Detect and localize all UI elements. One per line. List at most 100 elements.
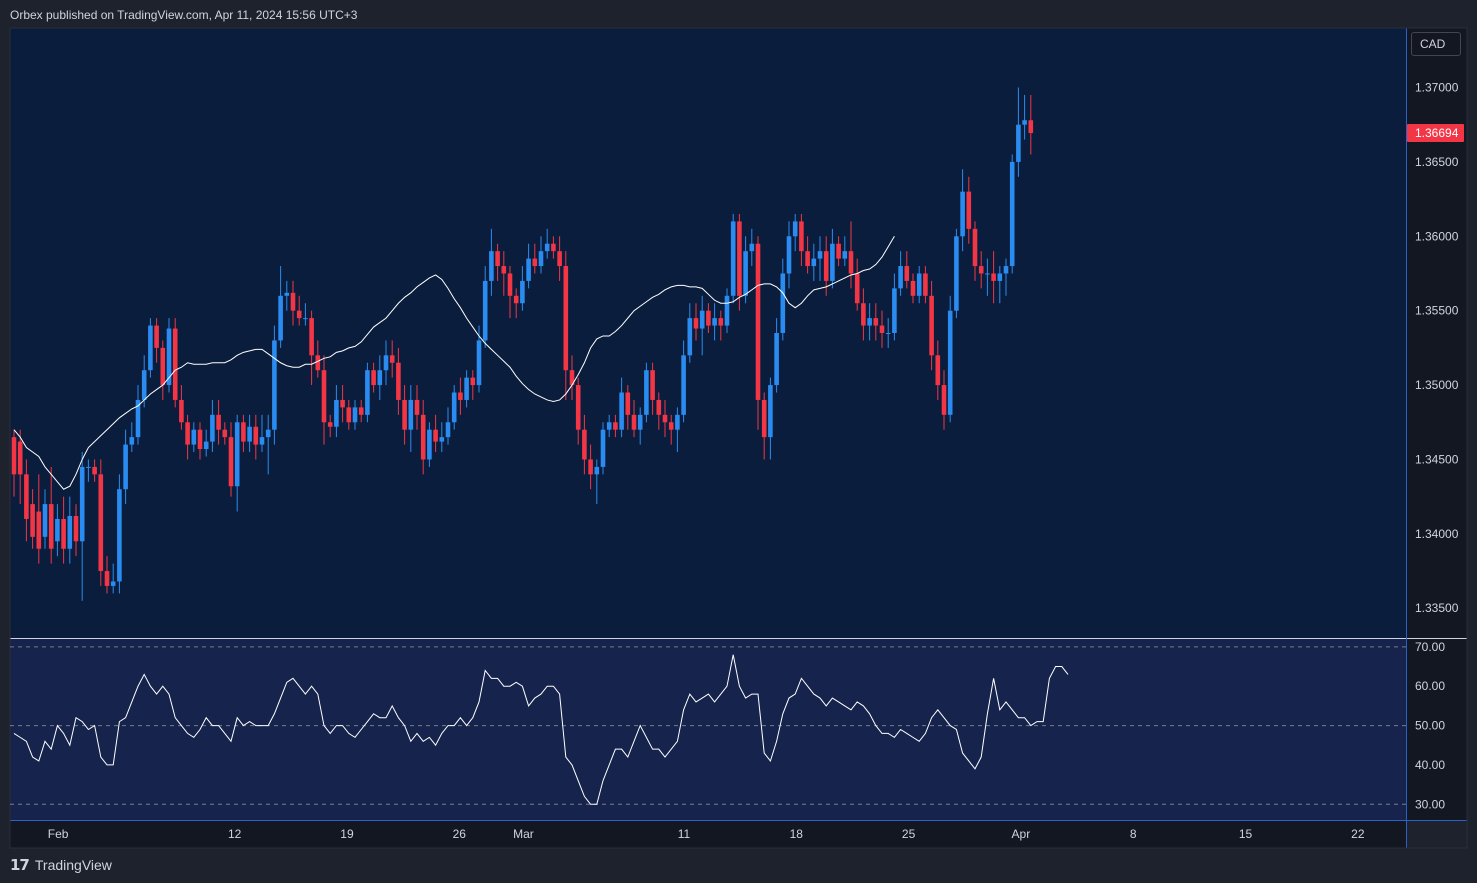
candle-body xyxy=(588,459,593,475)
candle-body xyxy=(439,437,445,442)
candle-body xyxy=(247,426,252,442)
candle-body xyxy=(216,414,221,430)
last-price-label: 1.36694 xyxy=(1415,126,1459,140)
candle-body xyxy=(321,370,327,423)
candle-body xyxy=(160,347,166,386)
candle-body xyxy=(935,355,941,386)
candle-body xyxy=(104,571,110,586)
candle-body xyxy=(389,355,395,363)
chart-frame xyxy=(9,27,1468,849)
moving-average-series xyxy=(13,236,895,490)
published-text: Orbex published on TradingView.com, Apr … xyxy=(10,8,358,22)
candle-body xyxy=(594,466,600,475)
candle-body xyxy=(172,328,178,400)
candle-body xyxy=(427,429,432,460)
candle-body xyxy=(538,251,544,267)
candle-body xyxy=(606,422,612,430)
candle-body xyxy=(898,266,903,289)
candle-body xyxy=(861,303,866,326)
candle-body xyxy=(210,414,215,442)
rsi-reference-lines xyxy=(10,646,1406,805)
last-price-badge: 1.36694 xyxy=(1407,124,1464,143)
candle-body xyxy=(86,466,91,468)
candle-body xyxy=(265,429,271,438)
candle-body xyxy=(644,370,649,415)
time-tick-label: 25 xyxy=(902,827,916,841)
candle-body xyxy=(985,273,990,275)
tradingview-logo-icon: 𝟭𝟳 xyxy=(10,856,30,874)
tradingview-brand-name: TradingView xyxy=(34,857,112,873)
rsi-series xyxy=(13,654,1069,805)
candle-body xyxy=(532,258,538,267)
candle-body xyxy=(743,251,748,296)
candle-body xyxy=(1016,124,1021,162)
candle-body xyxy=(941,385,947,415)
candle-body xyxy=(129,437,135,445)
candle-body xyxy=(259,437,265,445)
candle-body xyxy=(737,221,742,296)
candlestick-series xyxy=(11,87,1034,601)
candle-body xyxy=(575,385,581,430)
published-header: Orbex published on TradingView.com, Apr … xyxy=(0,0,1477,28)
candle-body xyxy=(761,399,767,438)
candle-body xyxy=(458,392,463,400)
candle-body xyxy=(724,295,730,326)
candle-body xyxy=(662,414,668,423)
candle-body xyxy=(755,243,761,400)
candle-body xyxy=(823,251,829,281)
candle-body xyxy=(768,385,773,438)
candle-body xyxy=(79,466,85,542)
candle-body xyxy=(693,318,699,329)
time-tick-label: 26 xyxy=(453,827,467,841)
candle-body xyxy=(315,355,321,371)
candle-body xyxy=(222,429,228,438)
candle-body xyxy=(513,295,519,304)
candle-body xyxy=(873,318,879,326)
candle-body xyxy=(377,370,383,386)
candle-body xyxy=(675,414,680,430)
candle-body xyxy=(352,407,358,423)
currency-label: CAD xyxy=(1420,37,1446,51)
candle-body xyxy=(991,273,996,281)
candle-body xyxy=(544,243,550,252)
candle-body xyxy=(637,414,643,430)
candle-body xyxy=(830,243,835,281)
candle-body xyxy=(954,236,959,311)
candle-body xyxy=(179,399,184,423)
candle-body xyxy=(55,518,60,542)
candle-body xyxy=(885,333,891,334)
candle-body xyxy=(408,399,414,430)
candle-body xyxy=(972,228,978,267)
rsi-tick-label: 40.00 xyxy=(1415,758,1445,772)
candle-body xyxy=(234,422,240,487)
candle-body xyxy=(371,370,376,386)
candle-body xyxy=(166,328,172,386)
candle-body xyxy=(445,422,451,438)
candle-body xyxy=(805,251,810,267)
candle-body xyxy=(668,422,674,430)
candle-body xyxy=(414,399,420,415)
candle-body xyxy=(904,266,910,281)
candle-body xyxy=(718,318,724,326)
candle-body xyxy=(520,280,525,304)
candle-body xyxy=(42,504,48,537)
rsi-tick-label: 60.00 xyxy=(1415,679,1445,693)
candle-body xyxy=(817,251,823,259)
candle-body xyxy=(36,511,42,549)
tradingview-brand[interactable]: 𝟭𝟳 TradingView xyxy=(10,852,112,878)
candle-body xyxy=(600,429,606,467)
candle-body xyxy=(730,221,736,296)
candle-body xyxy=(141,370,147,400)
candle-body xyxy=(402,399,407,430)
candle-body xyxy=(228,437,234,487)
time-tick-label: 18 xyxy=(790,827,804,841)
time-tick-label: 19 xyxy=(340,827,354,841)
currency-selector[interactable]: CAD xyxy=(1411,32,1461,56)
price-tick-label: 1.36500 xyxy=(1415,155,1459,169)
price-tick-label: 1.36000 xyxy=(1415,229,1459,243)
candle-body xyxy=(495,251,500,267)
rsi-tick-label: 30.00 xyxy=(1415,797,1445,811)
candle-body xyxy=(396,362,401,400)
time-tick-label: Feb xyxy=(48,827,69,841)
